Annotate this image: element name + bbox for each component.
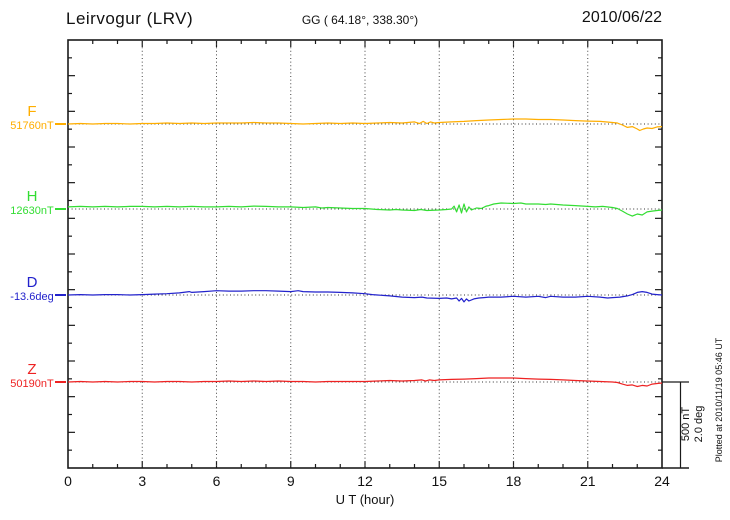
trace-letter-F: F xyxy=(27,103,37,120)
trace-line-F xyxy=(67,118,663,132)
x-tick-label-9: 9 xyxy=(286,473,295,489)
trace-baseline-value-Z: 50190nT xyxy=(10,378,54,390)
trace-line-H xyxy=(67,202,663,217)
x-tick-label-3: 3 xyxy=(138,473,147,489)
trace-letter-D: D xyxy=(26,274,38,291)
x-tick-label-21: 21 xyxy=(579,473,596,489)
trace-label-H: H 12630nT xyxy=(0,188,64,218)
geographic-coordinates: GG ( 64.18°, 338.30°) xyxy=(301,13,419,27)
x-tick-label-0: 0 xyxy=(64,473,72,489)
x-tick-label-15: 15 xyxy=(431,473,448,489)
station-title: Leirvogur (LRV) xyxy=(66,9,194,28)
trace-label-F: F 51760nT xyxy=(0,103,64,133)
x-axis-title: U T (hour) xyxy=(335,492,395,507)
trace-letter-Z: Z xyxy=(27,361,37,378)
x-tick-label-18: 18 xyxy=(505,473,522,489)
trace-baseline-value-H: 12630nT xyxy=(10,205,54,217)
plot-date: 2010/06/22 xyxy=(581,9,662,26)
scale-bar-nt-label: 500 nT xyxy=(680,406,692,442)
plotted-timestamp-note: Plotted at 2010/11/19 05:46 UT xyxy=(714,337,724,463)
x-tick-label-6: 6 xyxy=(212,473,221,489)
x-tick-label-24: 24 xyxy=(654,473,670,489)
x-tick-label-12: 12 xyxy=(357,473,373,489)
trace-line-D xyxy=(67,290,663,303)
trace-letter-H: H xyxy=(26,188,38,205)
trace-baseline-value-D: -13.6deg xyxy=(10,291,54,303)
scale-bar-label: 500 nT 2.0 deg xyxy=(680,364,708,484)
trace-baseline-value-F: 51760nT xyxy=(10,120,54,132)
scale-bar-deg-label: 2.0 deg xyxy=(693,405,705,443)
trace-label-D: D -13.6deg xyxy=(0,274,64,304)
trace-line-Z xyxy=(67,377,663,388)
trace-label-Z: Z 50190nT xyxy=(0,361,64,391)
